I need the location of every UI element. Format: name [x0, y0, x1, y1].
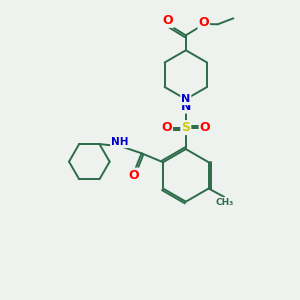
- Text: N: N: [181, 94, 190, 104]
- Text: CH₃: CH₃: [216, 198, 234, 207]
- Text: O: O: [163, 14, 173, 27]
- Text: O: O: [128, 169, 139, 182]
- Text: O: O: [161, 121, 172, 134]
- Text: S: S: [181, 121, 190, 134]
- Text: N: N: [181, 100, 191, 112]
- Text: O: O: [198, 16, 209, 29]
- Text: O: O: [200, 121, 210, 134]
- Text: NH: NH: [111, 137, 128, 147]
